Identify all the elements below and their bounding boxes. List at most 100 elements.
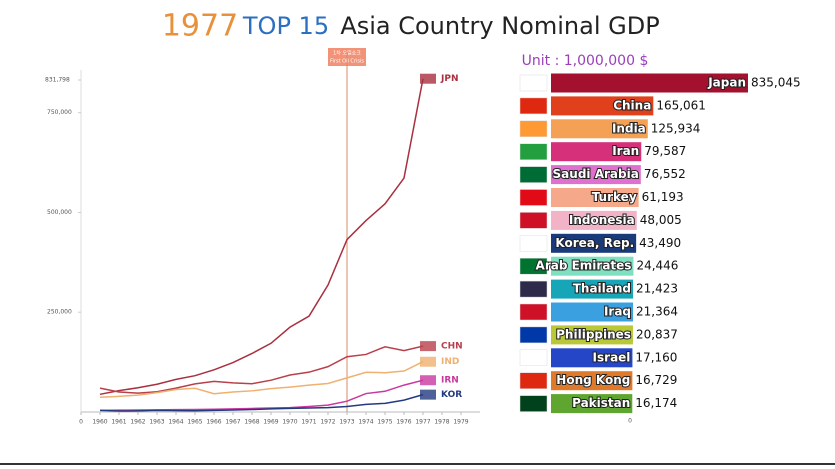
series-label: IND xyxy=(441,357,459,367)
bar xyxy=(551,371,633,391)
bar xyxy=(551,96,654,116)
line-end-flag xyxy=(420,341,436,352)
series-label: IRN xyxy=(441,376,459,386)
x-tick-label: 0 xyxy=(628,418,632,425)
series-label: JPN xyxy=(440,74,458,84)
bar-label: Arab Emirates xyxy=(536,259,632,273)
bar xyxy=(551,233,637,253)
flag xyxy=(519,235,548,252)
line-end-flag xyxy=(420,356,436,367)
bar xyxy=(551,256,634,276)
bar-label: Turkey xyxy=(592,190,637,204)
flag xyxy=(519,303,548,321)
flag xyxy=(519,395,548,412)
value-label: 17,160 xyxy=(635,350,677,364)
bar xyxy=(551,165,641,185)
series-line xyxy=(99,361,424,398)
bar-label: Indonesia xyxy=(569,213,635,227)
bar xyxy=(551,302,634,322)
flag xyxy=(519,120,548,138)
value-label: 16,174 xyxy=(635,396,677,410)
value-label: 61,193 xyxy=(642,190,684,204)
flag xyxy=(519,97,548,115)
value-label: 43,490 xyxy=(639,236,681,250)
x-tick-label: 1977 xyxy=(415,419,430,426)
bar-label: Thailand xyxy=(573,282,631,296)
flag xyxy=(519,143,548,160)
x-tick-label: 1969 xyxy=(263,419,278,426)
x-tick-label: 1967 xyxy=(225,419,240,426)
x-tick-label: 1968 xyxy=(244,419,259,426)
value-label: 79,587 xyxy=(644,144,686,158)
title: Asia Country Nominal GDP xyxy=(340,12,659,40)
bar xyxy=(551,394,633,414)
value-label: 835,045 xyxy=(751,76,801,90)
value-label: 20,837 xyxy=(636,327,678,341)
value-label: 16,729 xyxy=(635,373,677,387)
x-tick-label: 0 xyxy=(79,419,83,426)
x-tick-label: 1962 xyxy=(130,419,145,426)
value-label: 165,061 xyxy=(656,98,706,112)
flag xyxy=(519,212,548,229)
bar-label: Korea, Rep. xyxy=(555,236,634,250)
line-end-flag xyxy=(420,389,436,400)
bar-label: Pakistan xyxy=(572,396,630,410)
bar xyxy=(551,279,634,299)
x-tick-label: 1960 xyxy=(92,419,107,426)
value-label: 76,552 xyxy=(644,167,686,181)
annotation-text: 1차 오일쇼크 xyxy=(333,50,361,57)
flag xyxy=(519,349,548,367)
x-tick-label: 1965 xyxy=(187,419,202,426)
bar xyxy=(551,348,633,368)
bar xyxy=(551,142,642,162)
bar-label: Philippines xyxy=(556,327,631,341)
flag xyxy=(519,372,548,389)
bar-label: Iraq xyxy=(604,305,631,319)
bar-label: China xyxy=(613,98,651,112)
bar-label: Saudi Arabia xyxy=(553,167,639,181)
series-line xyxy=(99,78,424,396)
line-end-flag xyxy=(420,375,436,386)
bar-label: Hong Kong xyxy=(556,373,630,387)
x-tick-label: 1970 xyxy=(282,419,297,426)
x-tick-label: 1963 xyxy=(149,419,164,426)
x-tick-label: 1978 xyxy=(434,419,449,426)
bar xyxy=(551,325,633,345)
y-tick-label: 750,000 xyxy=(47,109,72,116)
annotation-text: First Oil Crisis xyxy=(330,59,364,65)
bar-label: Israel xyxy=(593,350,631,364)
value-label: 24,446 xyxy=(636,259,678,273)
series-line xyxy=(99,345,424,394)
bar xyxy=(551,210,637,230)
x-tick-label: 1973 xyxy=(339,419,354,426)
year: 1977 xyxy=(162,9,238,44)
bar xyxy=(551,188,639,207)
value-label: 48,005 xyxy=(640,213,682,227)
top-label: TOP 15 xyxy=(242,12,329,40)
x-tick-label: 1964 xyxy=(168,419,183,426)
flag xyxy=(519,326,548,344)
flag xyxy=(519,74,548,92)
y-tick-label: 250,000 xyxy=(47,309,72,316)
x-tick-label: 1975 xyxy=(377,419,392,426)
flag xyxy=(519,280,548,298)
x-tick-label: 1971 xyxy=(301,419,316,426)
x-tick-label: 1974 xyxy=(358,419,373,426)
flag xyxy=(519,189,548,206)
line-end-flag xyxy=(420,73,436,84)
series-line xyxy=(99,393,424,412)
x-tick-label: 1972 xyxy=(320,419,335,426)
y-tick-label: 831,798 xyxy=(45,77,70,84)
y-tick-label: 500,000 xyxy=(47,209,72,216)
bar xyxy=(551,119,648,139)
value-label: 125,934 xyxy=(651,121,701,135)
bar-label: India xyxy=(612,121,646,135)
series-label: CHN xyxy=(441,342,463,352)
x-tick-label: 1979 xyxy=(453,419,468,426)
flag xyxy=(519,257,548,275)
flag xyxy=(519,166,548,183)
series-label: KOR xyxy=(441,390,462,400)
value-label: 21,423 xyxy=(636,282,678,296)
unit: Unit : 1,000,000 $ xyxy=(522,53,649,69)
